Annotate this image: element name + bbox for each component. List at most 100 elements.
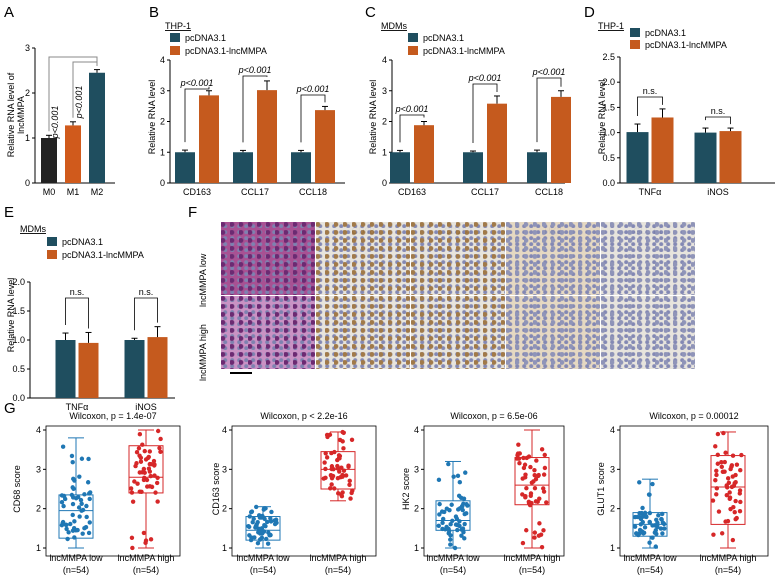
- bar-b-CCL17-0: [233, 152, 253, 183]
- y-tick-label-B: 4: [160, 55, 165, 65]
- y-tick-label-A: 2: [25, 88, 30, 98]
- legend-swatch-lnc: [408, 46, 418, 55]
- point-g1-0: [70, 501, 76, 507]
- box-title-g1: Wilcoxon, p = 1.4e-07: [69, 411, 156, 421]
- point-g1-1: [134, 461, 139, 466]
- point-g3-0: [437, 501, 442, 507]
- point-g4-0: [635, 514, 640, 520]
- panel-letter-d: D: [584, 4, 595, 21]
- point-g4-1: [714, 472, 719, 478]
- point-g1-0: [61, 503, 66, 509]
- point-g1-0: [70, 459, 75, 465]
- bracket-d-iNOS-label: n.s.: [711, 106, 726, 116]
- micrograph-high-4: [601, 296, 695, 369]
- bar-d-TNFα-1: [651, 117, 674, 183]
- y-tick-label-C: 2: [382, 117, 387, 127]
- point-g2-0: [248, 509, 254, 515]
- point-g4-0: [642, 510, 648, 516]
- y-tick-label-B: 1: [160, 147, 165, 157]
- point-g1-1: [138, 459, 144, 464]
- point-g3-1: [536, 533, 542, 538]
- legend-swatch-lnc: [47, 250, 57, 259]
- point-g1-0: [79, 456, 85, 461]
- micrograph-low-0: [221, 222, 315, 295]
- x-tick-label-d-TNFα: TNFα: [639, 187, 662, 197]
- bar-b-CCL18-0: [291, 152, 311, 183]
- charts-layer: 0 1 2 3 M0 M1 M2 p<0.001 p<0.001 0 1 2 3 4 CD163 p<0.00…: [12, 43, 775, 575]
- point-g3-0: [450, 518, 455, 523]
- y-tick-label-E: 1.0: [12, 335, 25, 345]
- point-g3-0: [443, 527, 448, 532]
- point-g1-1: [134, 450, 140, 455]
- bar-d-TNFα-0: [626, 132, 649, 183]
- point-g1-0: [60, 444, 66, 449]
- ylabel-b: Relative RNA level: [147, 80, 157, 155]
- point-g3-1: [541, 528, 546, 533]
- x-label-g2-0: lncMMPA low: [236, 553, 290, 563]
- subtitle-b: THP-1: [165, 21, 191, 31]
- point-g4-1: [728, 466, 733, 472]
- bar-b-CD163-0: [175, 152, 195, 183]
- legend-label-lnc: pcDNA3.1-lncMMPA: [423, 46, 505, 56]
- x-tick-label-d-iNOS: iNOS: [707, 187, 729, 197]
- point-g4-1: [733, 517, 738, 522]
- point-g3-1: [544, 500, 549, 505]
- x-label-g1-0: lncMMPA low: [49, 553, 103, 563]
- y-tick-label-g4: 4: [610, 425, 615, 435]
- x-tick-label-a-M1: M1: [67, 187, 80, 197]
- point-g3-0: [446, 461, 451, 467]
- point-g4-1: [716, 509, 722, 514]
- y-tick-label-g3: 2: [414, 504, 419, 514]
- point-g4-1: [715, 431, 721, 437]
- point-g4-1: [734, 462, 740, 467]
- point-g1-1: [137, 432, 143, 437]
- point-g1-1: [151, 458, 157, 464]
- point-g1-1: [152, 473, 157, 478]
- point-g2-0: [259, 535, 265, 540]
- ylabel-a-line1: Relative RNA level of: [6, 72, 16, 157]
- point-g2-1: [329, 473, 334, 478]
- point-g1-0: [85, 480, 91, 485]
- plot-frame-g1: [45, 425, 181, 557]
- point-g3-0: [451, 474, 456, 479]
- ylabel-g3: HK2 score: [401, 468, 411, 510]
- legend-e: pcDNA3.1 pcDNA3.1-lncMMPA: [47, 237, 144, 260]
- bar-d-iNOS-0: [694, 132, 717, 183]
- point-g4-1: [724, 483, 729, 488]
- y-tick-label-E: 0.5: [12, 364, 25, 374]
- point-g4-1: [724, 492, 729, 498]
- point-g1-1: [148, 537, 154, 542]
- point-g1-0: [60, 519, 66, 525]
- point-g4-1: [739, 452, 744, 458]
- point-g2-0: [258, 529, 263, 534]
- y-tick-label-B: 0: [160, 178, 165, 188]
- legend-swatch-ctrl: [170, 33, 180, 42]
- point-g2-0: [269, 509, 274, 515]
- point-g1-0: [69, 453, 75, 459]
- bracket-c-CD163-label: p<0.001: [395, 104, 429, 114]
- point-g4-0: [640, 505, 645, 511]
- point-g1-1: [148, 473, 153, 479]
- point-g3-1: [521, 465, 527, 471]
- subtitle-d: THP-1: [598, 21, 624, 31]
- panel-letter-f: F: [188, 204, 197, 221]
- point-g2-0: [263, 506, 268, 511]
- point-g3-1: [541, 472, 547, 477]
- point-g4-0: [637, 527, 643, 533]
- point-g4-1: [714, 492, 719, 497]
- point-g3-1: [527, 502, 533, 508]
- point-g2-1: [349, 437, 355, 442]
- point-g3-0: [447, 528, 452, 534]
- point-g1-0: [59, 500, 65, 505]
- bracket-b-CCL17-label: p<0.001: [238, 65, 272, 75]
- point-g2-1: [329, 450, 334, 456]
- point-g1-0: [86, 456, 91, 462]
- ylabel-e: Relative RNA level: [6, 278, 16, 353]
- point-g1-1: [147, 484, 153, 489]
- point-g3-0: [440, 516, 446, 522]
- legend-d: pcDNA3.1 pcDNA3.1-lncMMPA: [630, 28, 727, 50]
- point-g2-1: [339, 465, 344, 470]
- x-tick-label-c-CCL18: CCL18: [535, 187, 563, 197]
- point-g4-0: [655, 524, 660, 530]
- bracket-a-m1-m2: [72, 61, 97, 118]
